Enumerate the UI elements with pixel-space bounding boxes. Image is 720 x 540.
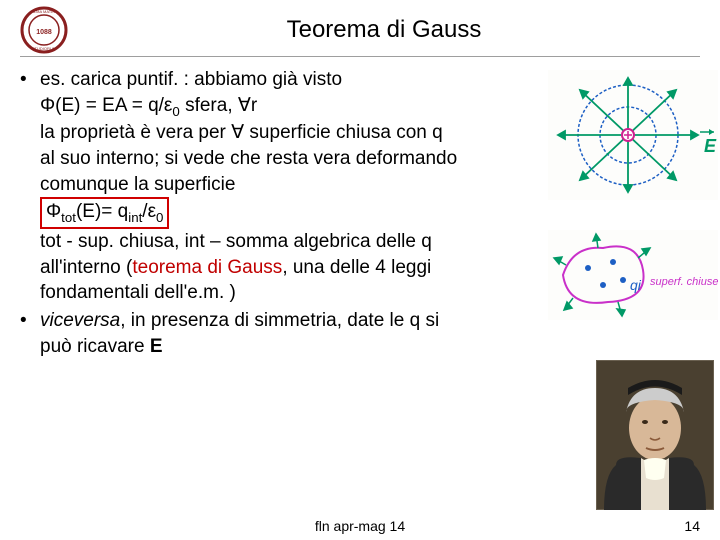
slide-number: 14 bbox=[684, 518, 700, 534]
field-label-E: E bbox=[704, 136, 717, 156]
university-seal-logo: 1088 ALMA MATER STUDIORUM bbox=[20, 6, 68, 54]
footer-note: fln apr-mag 14 bbox=[0, 518, 720, 534]
bullet-1: es. carica puntif. : abbiamo già visto Φ… bbox=[20, 67, 460, 306]
figure-gauss-portrait bbox=[596, 360, 714, 510]
teorema-highlight: teorema di Gauss bbox=[132, 257, 282, 278]
surface-label: superf. chiuse bbox=[650, 276, 718, 288]
gauss-formula-box: Φtot(E)= qint/ε0 bbox=[40, 197, 169, 229]
slide-title: Teorema di Gauss bbox=[68, 16, 700, 44]
svg-text:ALMA MATER: ALMA MATER bbox=[31, 9, 57, 14]
bullet-2: viceversa, in presenza di simmetria, dat… bbox=[20, 308, 460, 359]
charge-label-qi: qi bbox=[630, 277, 642, 293]
svg-text:1088: 1088 bbox=[36, 29, 52, 36]
svg-text:STUDIORUM: STUDIORUM bbox=[32, 46, 56, 51]
title-divider bbox=[20, 56, 700, 57]
figure-closed-surface: qi superf. chiuse bbox=[548, 230, 718, 320]
figure-point-charge-field: E bbox=[548, 70, 718, 200]
